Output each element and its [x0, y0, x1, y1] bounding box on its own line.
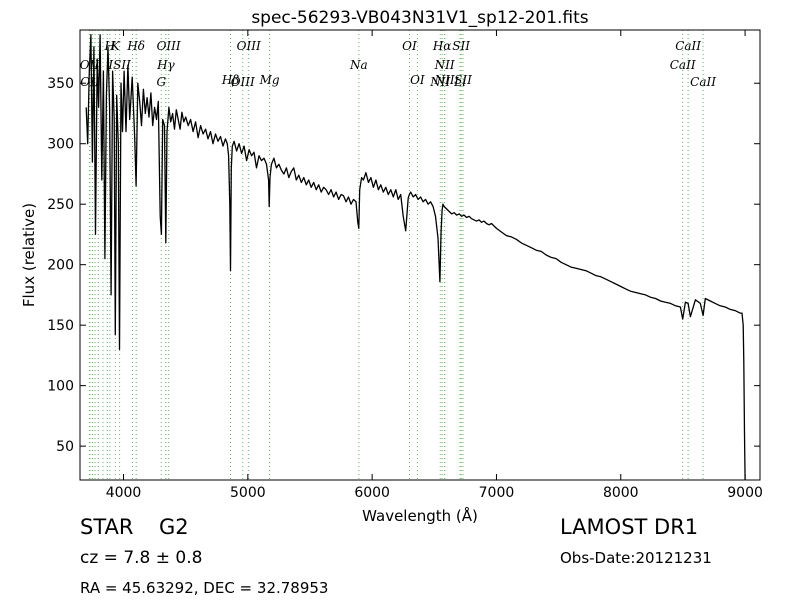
y-tick-label: 350 — [47, 76, 74, 92]
line-marker-label: CaII — [675, 39, 701, 53]
line-marker-label: Hβ — [221, 73, 239, 87]
line-marker-label: SII — [454, 73, 472, 87]
x-tick-label: 4000 — [106, 485, 142, 501]
x-tick-label: 8000 — [603, 485, 639, 501]
line-marker-label: SII — [452, 39, 470, 53]
x-axis-label: Wavelength (Å) — [362, 506, 478, 525]
line-marker-label: OIII — [157, 39, 181, 53]
line-marker-label: CaII — [690, 75, 716, 89]
line-marker-label: OIII — [231, 75, 255, 89]
line-marker-label: OI — [410, 73, 425, 87]
x-tick-label: 9000 — [727, 485, 763, 501]
spectrum-line — [85, 34, 746, 481]
y-tick-label: 100 — [47, 379, 74, 395]
line-marker-label: NII — [429, 75, 450, 89]
line-marker-label: K — [110, 39, 121, 53]
y-tick-label: 200 — [47, 258, 74, 274]
line-marker-label: OIII — [237, 39, 261, 53]
y-tick-label: 150 — [47, 318, 74, 334]
object-subclass: G2 — [159, 515, 189, 539]
line-marker-label: OI — [402, 39, 417, 53]
ra-dec-coordinates: RA = 45.63292, DEC = 32.78953 — [80, 579, 329, 597]
redshift-value: cz = 7.8 ± 0.8 — [80, 548, 203, 568]
line-marker-label: ISII — [107, 58, 131, 72]
plot-frame — [79, 29, 761, 481]
x-tick-label: 6000 — [354, 485, 390, 501]
line-marker-label: Li — [453, 75, 466, 89]
line-marker-label: NII — [434, 58, 455, 72]
survey-name: LAMOST DR1 — [560, 515, 699, 539]
x-tick-label: 5000 — [230, 485, 266, 501]
line-marker-label: OII — [80, 75, 100, 89]
line-marker-label: Na — [349, 58, 368, 72]
line-marker-label: G — [157, 75, 167, 89]
chart-title: spec-56293-VB043N31V1_sp12-201.fits — [251, 8, 588, 28]
line-marker-label: H — [103, 39, 115, 53]
y-tick-label: 300 — [47, 137, 74, 153]
line-marker-label: CaII — [670, 58, 696, 72]
line-marker-label: Hδ — [126, 39, 145, 53]
axis-ticks: 4000 5000 6000 7000 8000 9000 50 100 150 200 250 30… — [47, 30, 763, 501]
observation-date: Obs-Date:20121231 — [560, 549, 712, 567]
object-class: STAR — [80, 515, 134, 539]
y-tick-label: 50 — [56, 439, 74, 455]
line-marker-label: Mg — [259, 73, 280, 87]
line-markers — [88, 30, 704, 480]
y-axis-label: Flux (relative) — [20, 203, 38, 307]
x-tick-label: 7000 — [479, 485, 515, 501]
line-marker-label: NII — [434, 73, 455, 87]
line-marker-label: Hγ — [156, 58, 175, 72]
y-tick-label: 250 — [47, 197, 74, 213]
line-marker-label: Hα — [432, 39, 452, 53]
